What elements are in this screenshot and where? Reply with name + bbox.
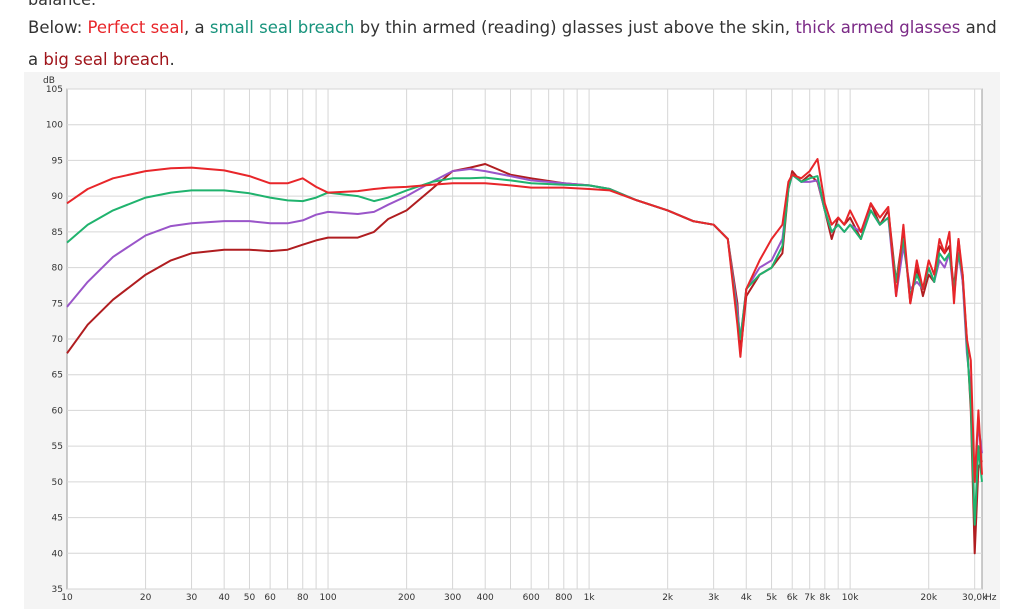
- x-tick-label: 100: [319, 593, 336, 603]
- caption-big-seal-breach: big seal breach: [43, 50, 170, 69]
- x-tick-label: 10: [61, 593, 73, 603]
- x-tick-labels: 10 20 30 40 50 60 80 100 200 300 400 600 800 1k 2k 3k 4k…: [61, 593, 988, 603]
- x-tick-label: 30,0k: [962, 593, 988, 603]
- x-tick-label: 400: [477, 593, 494, 603]
- caption-mid: by thin armed (reading) glasses just abo…: [354, 18, 796, 37]
- figure-caption: Below: Perfect seal, a small seal breach…: [28, 12, 998, 76]
- y-tick-label: 65: [52, 371, 63, 381]
- series-line-perfect: [66, 158, 983, 483]
- y-tick-label: 75: [52, 299, 63, 309]
- x-tick-label: 40: [218, 593, 230, 603]
- y-tick-label: 50: [52, 478, 64, 488]
- caption-small-seal-breach: small seal breach: [209, 18, 355, 37]
- y-tick-label: 35: [52, 585, 63, 595]
- frequency-response-chart: 105 100 95 90 85 80 75 70 65 60 55 50 45 40 35 10 20 30 4…: [43, 76, 997, 603]
- caption-perfect-seal: Perfect seal: [87, 18, 185, 37]
- caption-thick-armed-glasses: thick armed glasses: [795, 18, 961, 37]
- x-tick-label: 50: [244, 593, 256, 603]
- frequency-response-figure: 105 100 95 90 85 80 75 70 65 60 55 50 45 40 35 10 20 30 4…: [24, 72, 1000, 609]
- caption-prefix: Below:: [28, 18, 88, 37]
- x-tick-label: 1k: [584, 593, 596, 603]
- grid: [66, 88, 983, 590]
- x-tick-label: 80: [297, 593, 309, 603]
- y-tick-label: 40: [52, 549, 64, 559]
- caption-sep1: , a: [184, 18, 210, 37]
- y-tick-label: 80: [52, 264, 64, 274]
- x-tick-label: 2k: [662, 593, 674, 603]
- x-tick-label: 20: [140, 593, 152, 603]
- x-tick-label: 200: [398, 593, 415, 603]
- y-tick-label: 90: [52, 192, 64, 202]
- x-tick-label: 600: [523, 593, 540, 603]
- y-tick-label: 95: [52, 156, 63, 166]
- x-tick-label: 800: [555, 593, 572, 603]
- series-line-small: [66, 173, 983, 526]
- y-tick-label: 100: [46, 121, 63, 131]
- x-tick-label: 7k: [804, 593, 816, 603]
- y-tick-label: 60: [52, 406, 64, 416]
- cut-previous-line: balance.: [28, 0, 96, 8]
- y-axis-unit-label: dB: [43, 76, 55, 86]
- x-tick-label: 4k: [741, 593, 753, 603]
- x-tick-label: 5k: [766, 593, 778, 603]
- x-tick-label: 60: [264, 593, 276, 603]
- y-tick-label: 85: [52, 228, 63, 238]
- y-tick-label: 55: [52, 442, 63, 452]
- x-tick-label: 3k: [708, 593, 720, 603]
- y-tick-label: 45: [52, 514, 63, 524]
- caption-and: and a: [28, 18, 997, 69]
- y-tick-labels: 105 100 95 90 85 80 75 70 65 60 55 50 45 40 35: [46, 85, 63, 595]
- series-group: [66, 158, 983, 555]
- y-tick-label: 105: [46, 85, 63, 95]
- x-axis-unit-label: Hz: [985, 593, 997, 603]
- x-tick-label: 10k: [842, 593, 859, 603]
- x-tick-label: 6k: [787, 593, 799, 603]
- x-tick-label: 20k: [920, 593, 937, 603]
- x-tick-label: 300: [444, 593, 461, 603]
- caption-end: .: [169, 50, 175, 69]
- x-tick-label: 8k: [819, 593, 831, 603]
- x-tick-label: 30: [186, 593, 198, 603]
- y-tick-label: 70: [52, 335, 64, 345]
